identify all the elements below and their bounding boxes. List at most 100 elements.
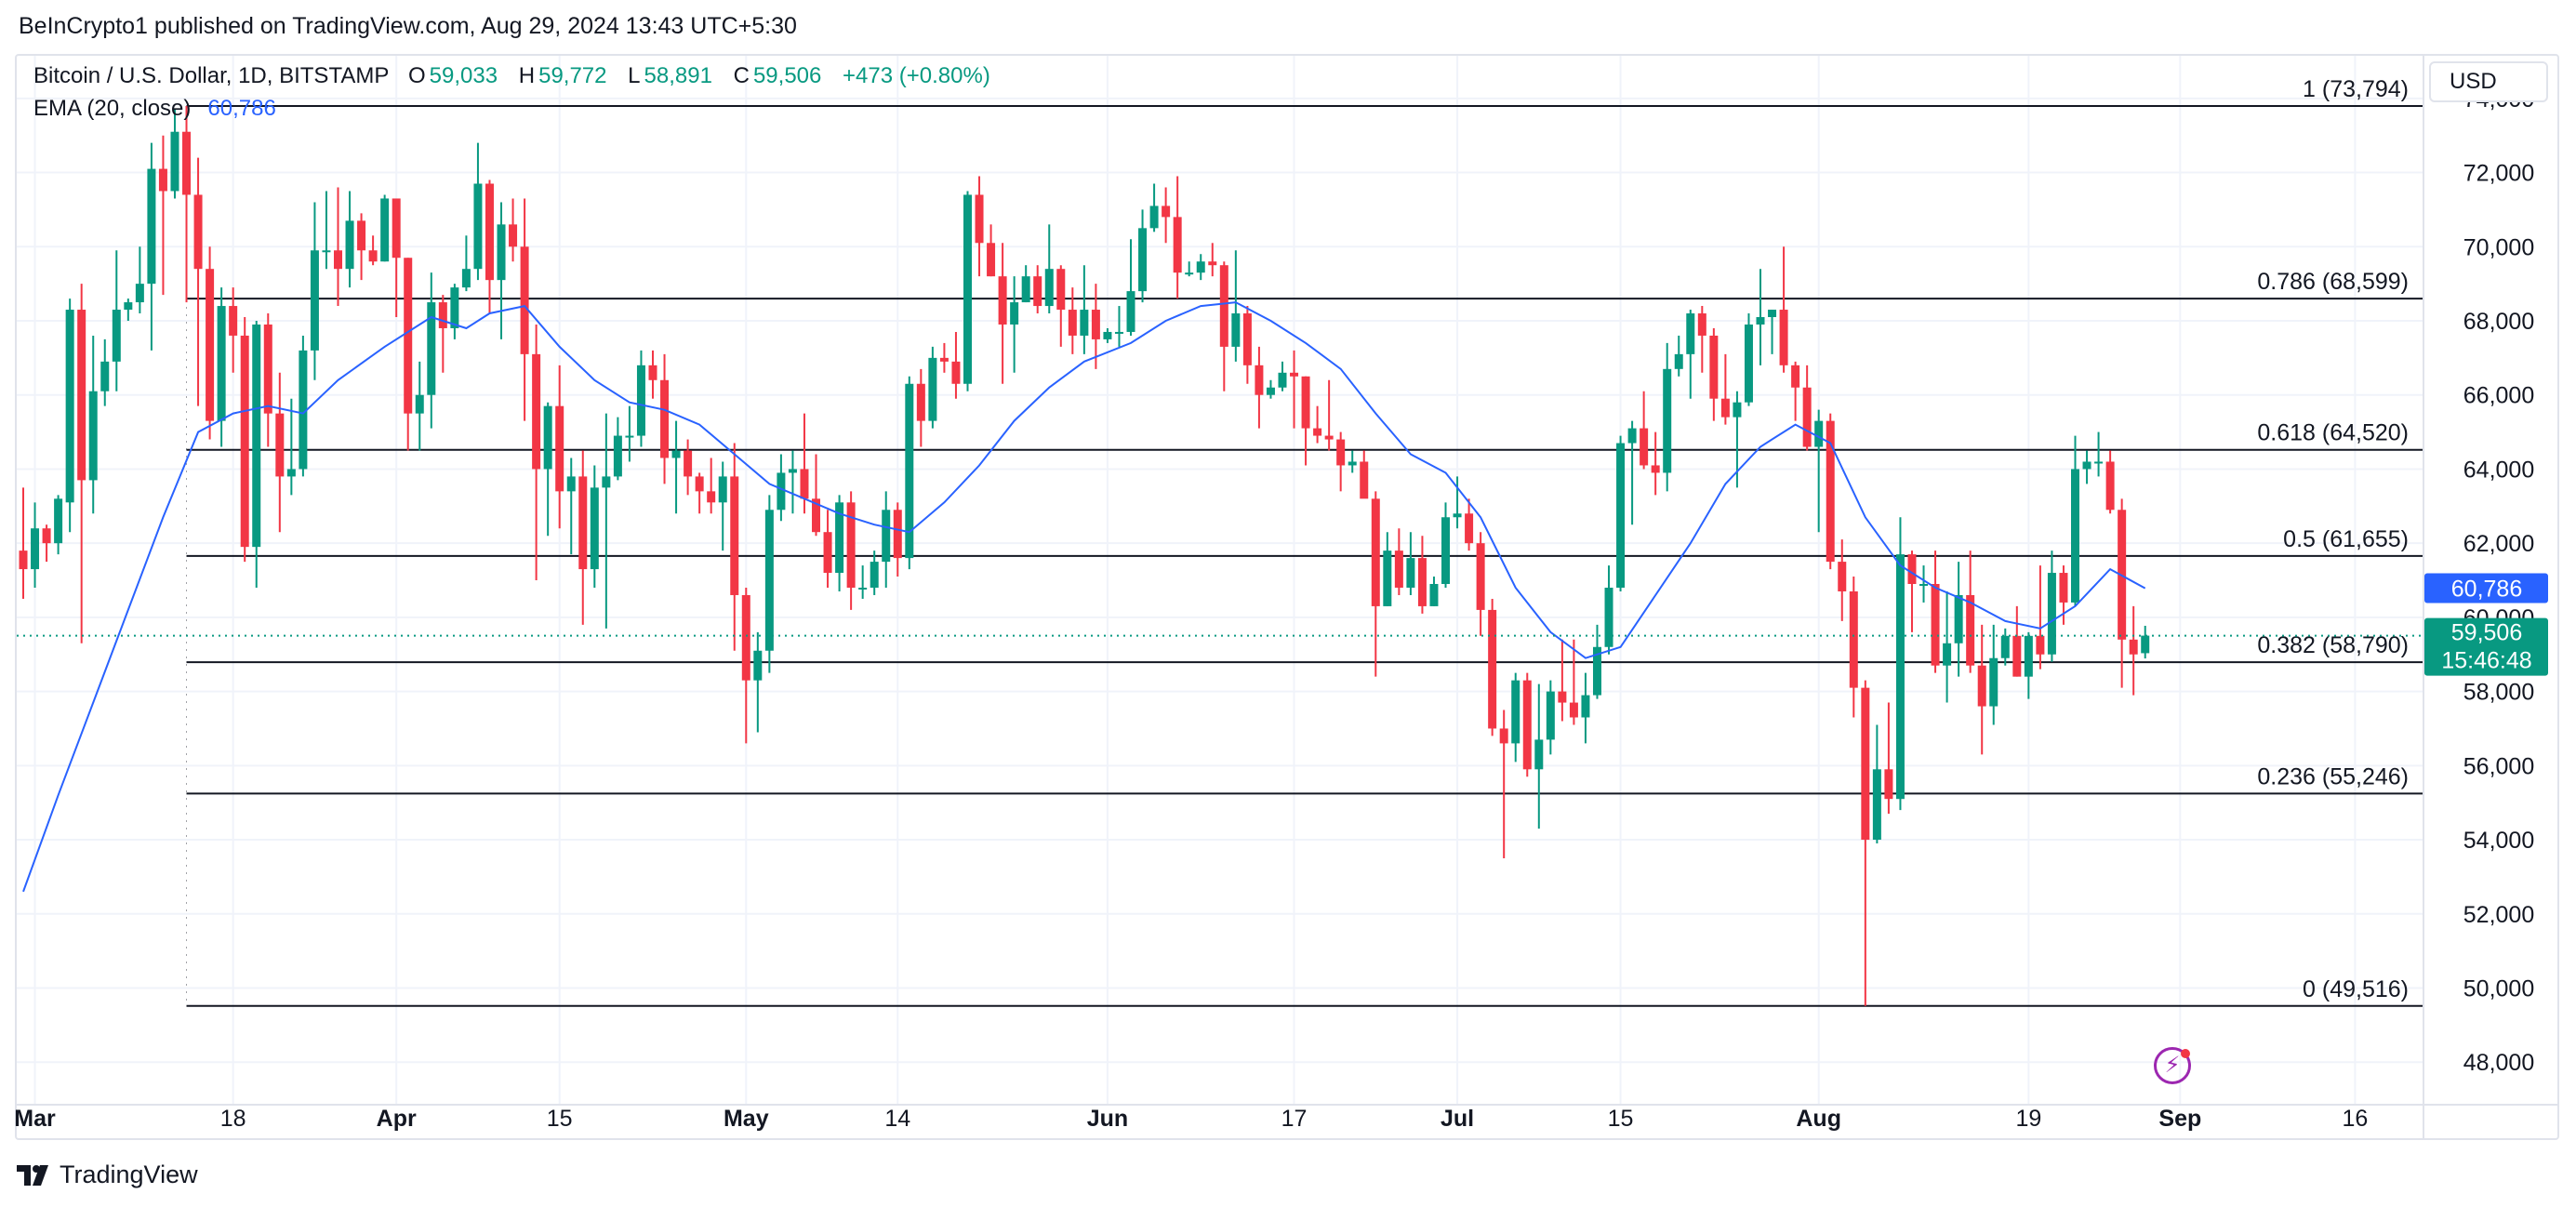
candle [1488, 598, 1497, 736]
legend-open-label: O [408, 63, 426, 88]
tradingview-logo[interactable]: TradingView [17, 1161, 198, 1189]
candle-body [275, 413, 285, 477]
candle [1826, 413, 1835, 570]
candle [1768, 310, 1777, 354]
candle [975, 176, 984, 277]
candle [158, 135, 167, 296]
candle-body [1242, 313, 1252, 365]
ema-line [22, 301, 2146, 893]
lightning-icon[interactable]: ⚡ [2154, 1047, 2191, 1084]
candle-body [100, 361, 110, 391]
fibonacci-retracement: 1 (73,794) 0.786 (68,599) 0.618 (64,520) 0.… [186, 76, 2423, 1007]
candle-body [1977, 665, 1986, 707]
candle-body [1768, 310, 1777, 318]
x-tick-label: 19 [2015, 1106, 2041, 1132]
candle [660, 353, 670, 484]
candle-body [1697, 313, 1706, 336]
candle-body [1499, 728, 1508, 744]
candle [2105, 450, 2115, 514]
candle-body [182, 131, 192, 195]
candle [1348, 450, 1357, 473]
y-tick-label: 70,000 [2463, 234, 2534, 260]
candle-body [1604, 587, 1613, 647]
candle-body [1756, 317, 1765, 325]
candle-body [1651, 465, 1660, 473]
candle-body [520, 246, 529, 354]
candle [310, 202, 319, 380]
candle-body [1383, 550, 1392, 606]
candle-body [893, 510, 902, 559]
candle-body [485, 183, 494, 281]
candle [31, 502, 40, 588]
candle [438, 295, 447, 373]
candle [578, 450, 588, 625]
candle [263, 313, 272, 447]
candle [1604, 565, 1613, 655]
candle [1290, 350, 1299, 429]
candle [1313, 405, 1322, 444]
candle-body [1989, 657, 1998, 707]
candle-body [753, 650, 763, 681]
candle-body [286, 469, 296, 477]
candle [1884, 702, 1893, 815]
candle [1406, 532, 1415, 595]
candle [322, 191, 331, 270]
candle [65, 298, 74, 533]
candle-body [1919, 584, 1929, 587]
candle [2024, 631, 2033, 699]
candle [741, 587, 750, 744]
candle-body [2024, 635, 2033, 677]
candle [1126, 239, 1135, 336]
candle-body [509, 224, 518, 247]
candle-body [1091, 310, 1100, 339]
candle-body [1884, 769, 1893, 800]
candle [1989, 624, 1998, 725]
candle-body [240, 335, 249, 548]
candle-body [1744, 324, 1753, 403]
candle-body [77, 310, 86, 481]
candle-body [987, 243, 996, 277]
candle-body [1966, 594, 1975, 666]
candle [1709, 327, 1719, 421]
candle [998, 243, 1007, 384]
candle-body [1592, 646, 1601, 696]
candle-body [846, 502, 856, 588]
candle [2012, 605, 2022, 677]
currency-button[interactable]: USD [2429, 61, 2548, 102]
candle [1966, 550, 1975, 673]
candle-body [2094, 461, 2104, 464]
candle-body [392, 198, 401, 259]
candle-body [870, 562, 879, 588]
x-tick-label: 14 [884, 1106, 910, 1132]
candle-body [147, 168, 156, 285]
legend-symbol-title[interactable]: Bitcoin / U.S. Dollar, 1D, BITSTAMP [33, 63, 390, 88]
candle-body [1278, 372, 1287, 388]
candle [1324, 379, 1334, 451]
candle-body [1943, 643, 1952, 666]
candle [2082, 450, 2091, 484]
x-tick-label: Sep [2158, 1106, 2201, 1132]
candle [1791, 361, 1800, 421]
candle [1149, 183, 1159, 232]
candle [2036, 565, 2045, 670]
candle-body [380, 198, 390, 262]
candle-body [1126, 291, 1135, 332]
candle-body [613, 435, 622, 477]
candle-body [1733, 402, 1742, 418]
candle-body [368, 250, 378, 262]
candle [509, 198, 518, 262]
candle [1499, 710, 1508, 858]
candle [1278, 361, 1287, 391]
candle-body [2059, 573, 2068, 603]
candle-body [1219, 265, 1228, 347]
legend-change: +473 (+0.80%) [843, 63, 990, 88]
chart-frame [15, 54, 2559, 1140]
candle [602, 413, 611, 629]
candle-body [322, 250, 331, 253]
legend-ema-label[interactable]: EMA (20, close) [33, 96, 192, 121]
candle-body [54, 498, 63, 544]
fib-level-label: 0 (49,516) [2303, 976, 2409, 1002]
candle [1196, 254, 1205, 281]
candle [77, 284, 86, 643]
